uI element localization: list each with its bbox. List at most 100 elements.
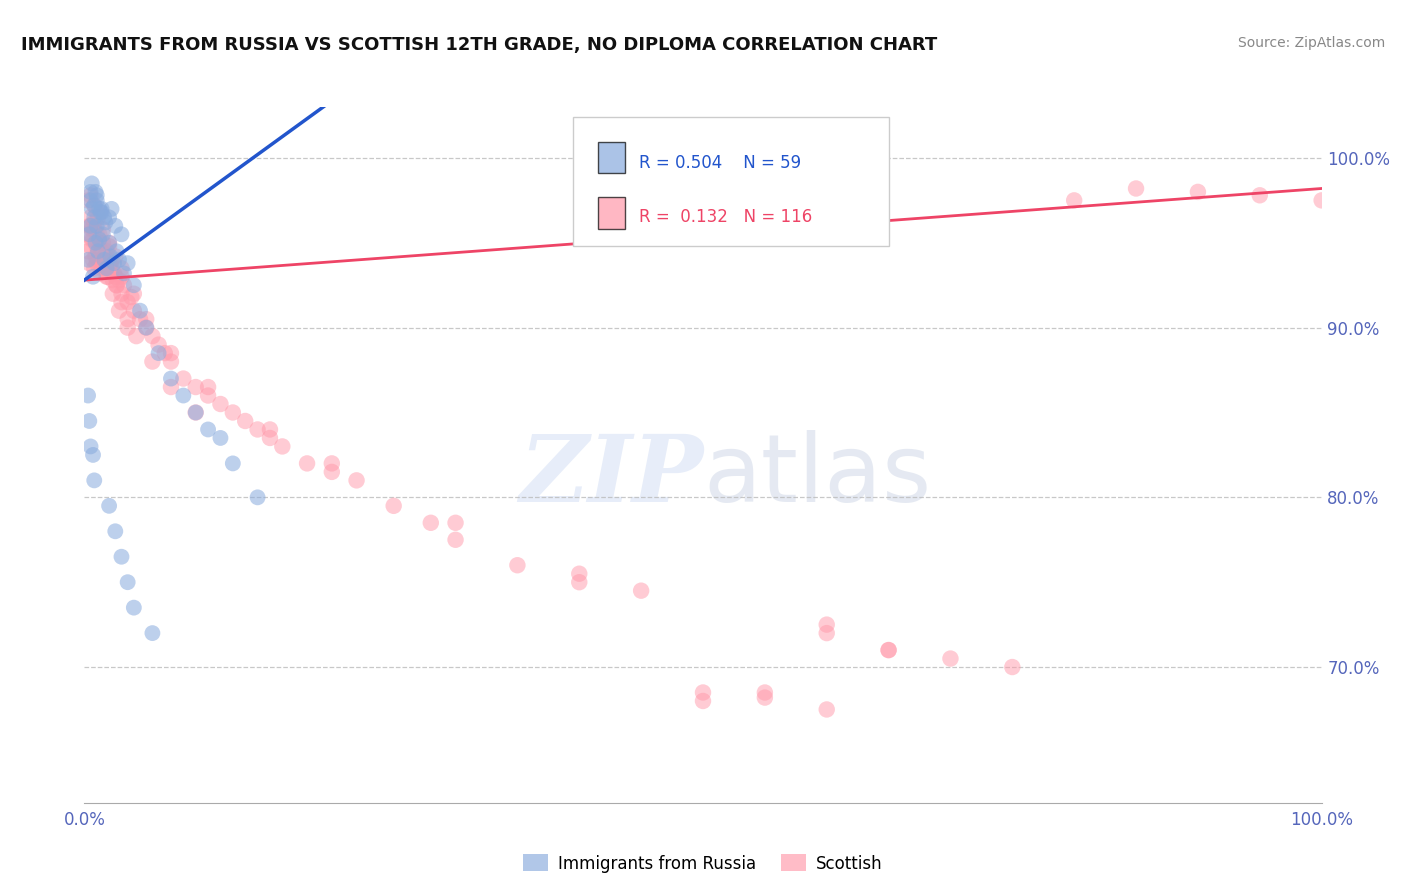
Point	[110, 269, 132, 284]
Point	[79, 185, 101, 199]
Point	[209, 431, 232, 445]
Point	[86, 256, 108, 270]
Point	[93, 252, 115, 267]
Point	[160, 371, 183, 385]
Point	[79, 414, 101, 428]
Point	[83, 198, 105, 212]
Point	[96, 261, 118, 276]
Point	[321, 457, 343, 471]
Point	[1249, 188, 1271, 202]
Point	[91, 227, 114, 242]
Point	[98, 211, 121, 225]
Point	[184, 380, 207, 394]
Point	[1310, 194, 1333, 208]
Point	[346, 474, 368, 488]
Point	[110, 549, 132, 564]
FancyBboxPatch shape	[598, 142, 626, 173]
Point	[120, 290, 142, 304]
Point	[141, 626, 163, 640]
Point	[98, 239, 121, 253]
Point	[122, 600, 145, 615]
Point	[82, 269, 104, 284]
Point	[90, 244, 112, 259]
Point	[117, 320, 139, 334]
Point	[104, 219, 127, 233]
Legend: Immigrants from Russia, Scottish: Immigrants from Russia, Scottish	[516, 847, 890, 880]
Point	[129, 312, 152, 326]
Point	[96, 252, 118, 267]
Point	[86, 227, 108, 242]
Point	[222, 457, 245, 471]
Point	[98, 499, 121, 513]
Point	[209, 397, 232, 411]
Point	[97, 269, 120, 284]
Point	[117, 312, 139, 326]
Point	[90, 205, 112, 219]
Point	[98, 235, 121, 250]
Point	[96, 269, 118, 284]
Point	[100, 261, 122, 276]
Point	[129, 303, 152, 318]
Point	[112, 266, 135, 280]
Point	[122, 278, 145, 293]
Point	[104, 249, 127, 263]
Point	[101, 273, 124, 287]
Point	[90, 261, 112, 276]
Point	[76, 227, 98, 242]
Point	[80, 222, 103, 236]
Point	[84, 185, 107, 199]
Point	[89, 266, 111, 280]
Point	[93, 249, 115, 263]
Point	[108, 303, 131, 318]
Point	[90, 202, 112, 216]
Point	[246, 422, 269, 436]
Point	[141, 329, 163, 343]
Point	[84, 235, 107, 250]
Point	[83, 215, 105, 229]
Point	[86, 194, 108, 208]
Point	[91, 235, 114, 250]
Point	[82, 232, 104, 246]
Point	[83, 211, 105, 225]
Point	[89, 235, 111, 250]
Text: R = 0.504    N = 59: R = 0.504 N = 59	[638, 154, 801, 172]
Point	[135, 312, 157, 326]
Point	[692, 694, 714, 708]
Point	[80, 177, 103, 191]
Point	[87, 252, 110, 267]
Point	[117, 575, 139, 590]
Point	[79, 194, 101, 208]
Point	[110, 286, 132, 301]
Point	[79, 256, 101, 270]
Point	[80, 232, 103, 246]
Point	[271, 439, 294, 453]
Point	[77, 252, 100, 267]
Point	[172, 388, 194, 402]
Point	[135, 320, 157, 334]
Point	[754, 690, 776, 705]
Point	[103, 256, 125, 270]
Point	[122, 286, 145, 301]
Point	[77, 194, 100, 208]
Text: Source: ZipAtlas.com: Source: ZipAtlas.com	[1237, 36, 1385, 50]
Point	[83, 474, 105, 488]
Point	[104, 269, 127, 284]
Point	[86, 239, 108, 253]
Point	[148, 346, 170, 360]
Point	[83, 222, 105, 236]
Point	[100, 252, 122, 267]
Point	[172, 371, 194, 385]
Point	[101, 286, 124, 301]
Point	[98, 249, 121, 263]
Text: atlas: atlas	[703, 430, 931, 522]
Point	[86, 188, 108, 202]
Point	[83, 198, 105, 212]
Point	[110, 227, 132, 242]
Point	[125, 329, 148, 343]
Point	[877, 643, 900, 657]
Point	[630, 583, 652, 598]
Point	[79, 219, 101, 233]
Point	[86, 205, 108, 219]
Point	[184, 405, 207, 419]
Point	[79, 219, 101, 233]
